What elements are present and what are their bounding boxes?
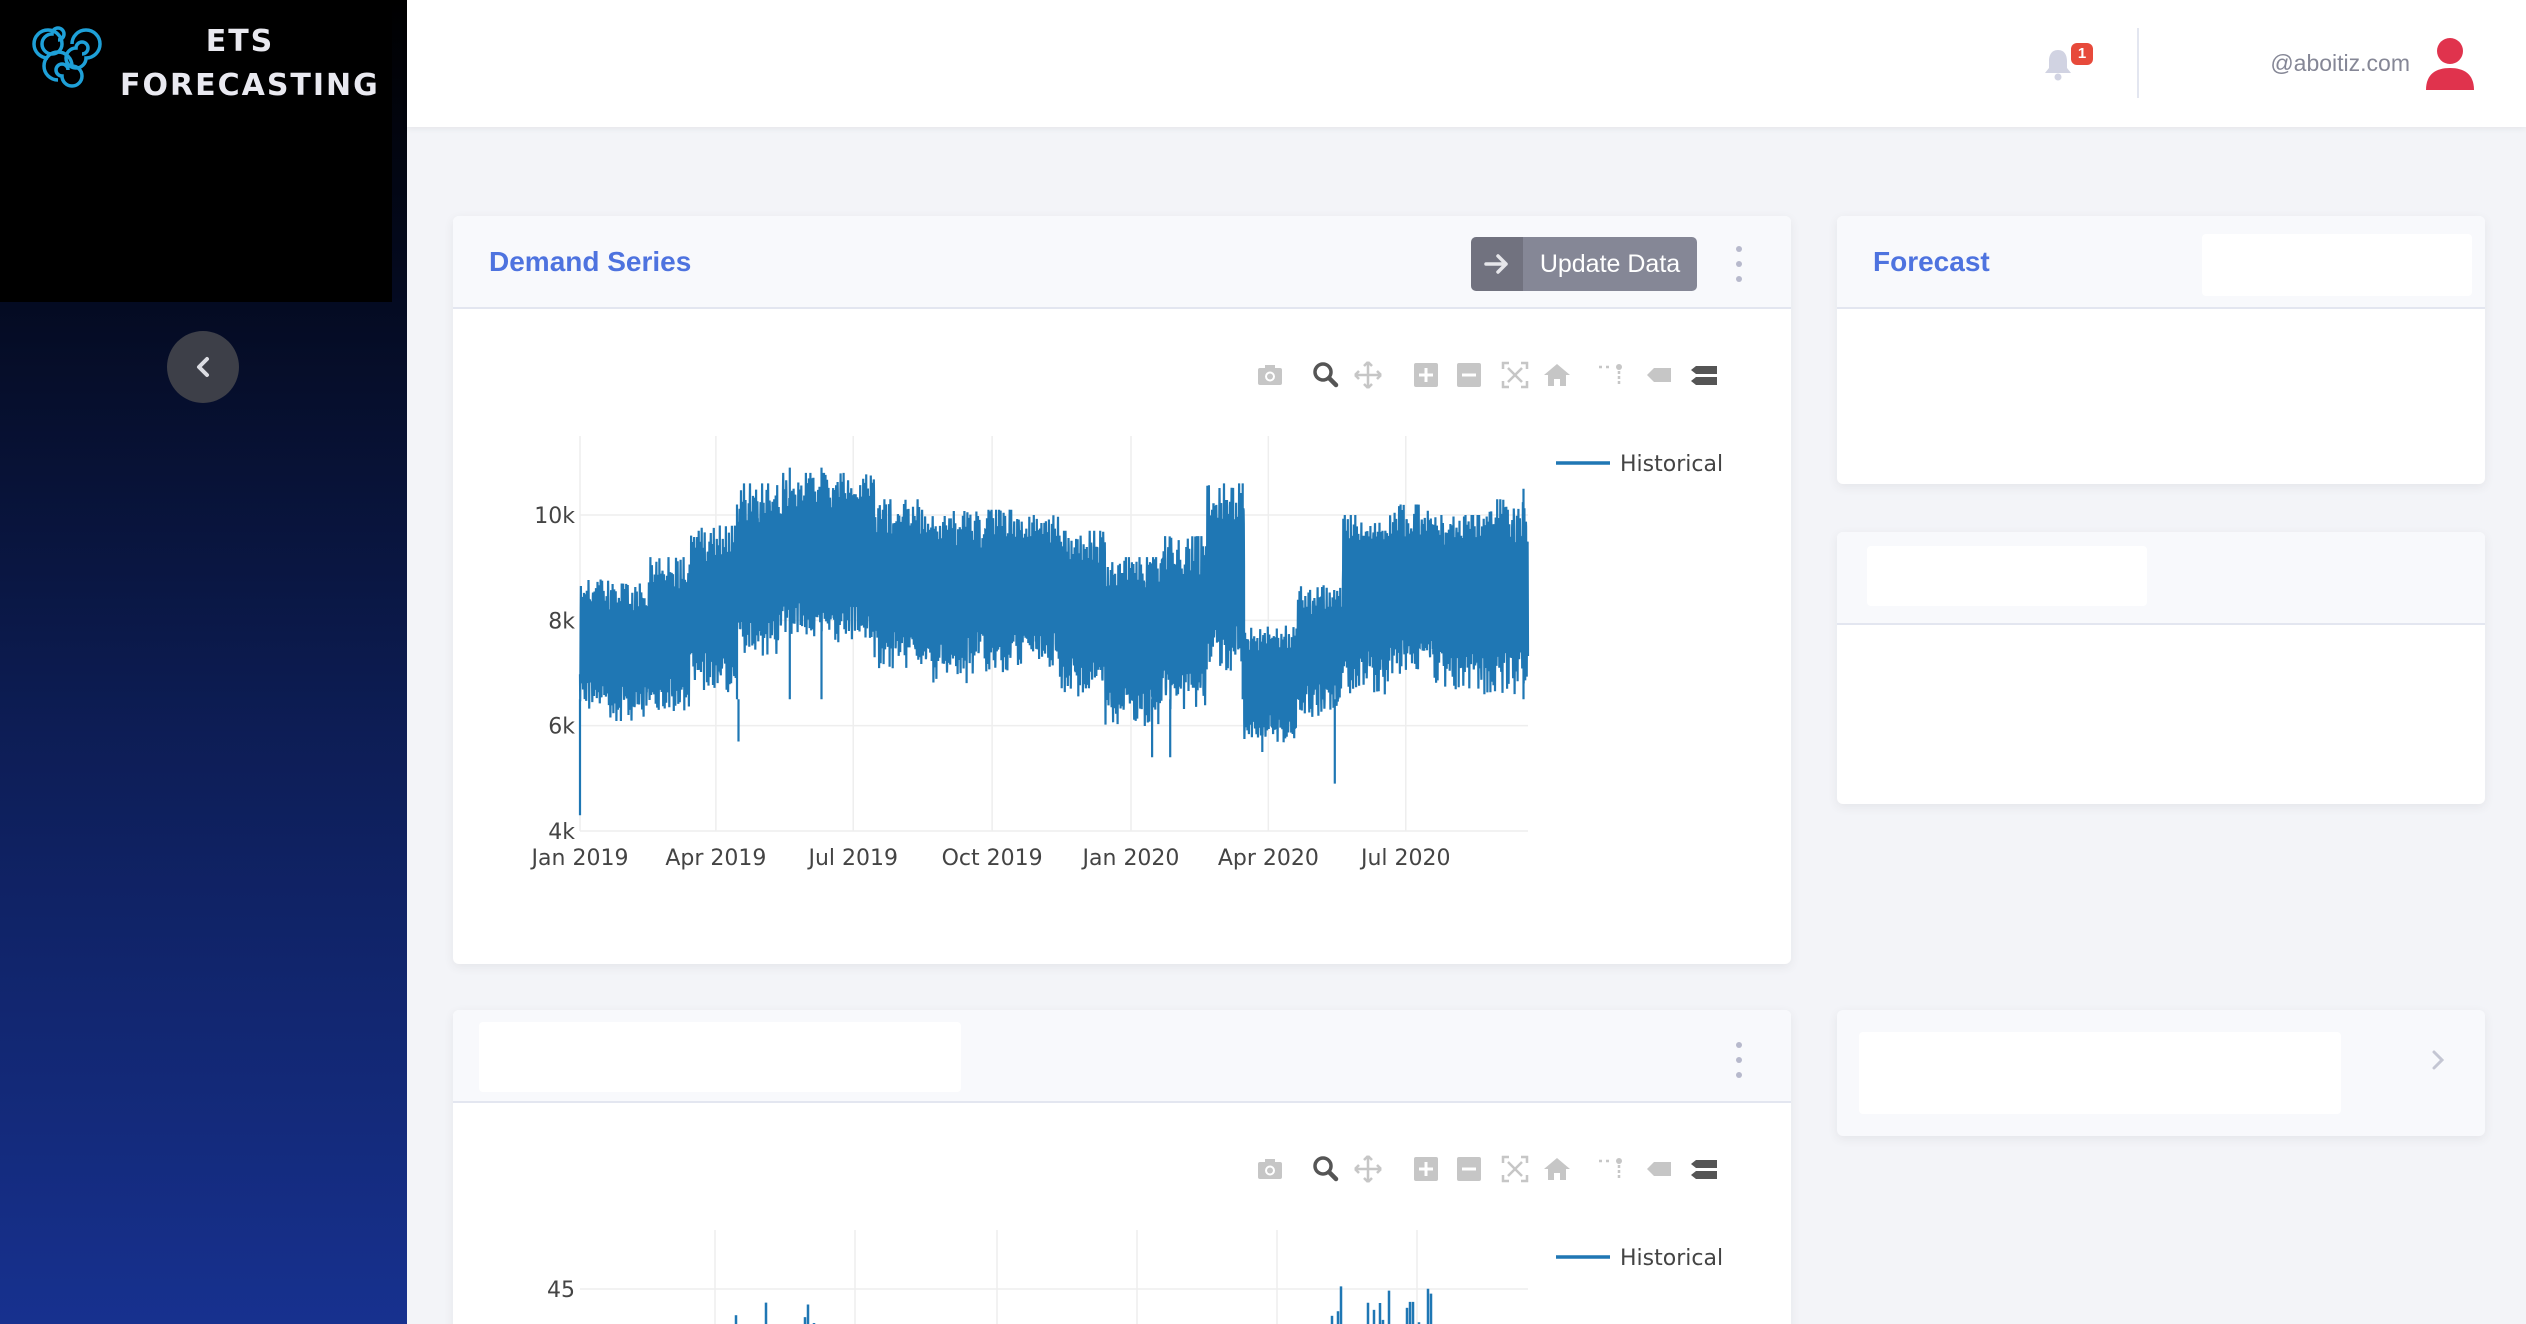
- autoscale-icon[interactable]: [1498, 358, 1532, 392]
- x-tick-label: Jul 2020: [1359, 846, 1451, 871]
- hover-closest-icon[interactable]: [1641, 1152, 1675, 1186]
- zoom-in-icon[interactable]: [1409, 1152, 1443, 1186]
- x-tick-label: Oct 2019: [942, 846, 1043, 871]
- card-header: [453, 1010, 1791, 1103]
- pan-icon[interactable]: [1351, 358, 1385, 392]
- update-data-label: Update Data: [1539, 249, 1681, 278]
- home-icon[interactable]: [1540, 1152, 1574, 1186]
- hover-compare-icon[interactable]: [1687, 1152, 1721, 1186]
- card-title: Demand Series: [489, 246, 692, 277]
- sidebar-toggle-button[interactable]: [167, 331, 239, 403]
- spike-lines-icon[interactable]: [1595, 1152, 1629, 1186]
- triskelion-logo-icon: [32, 26, 102, 88]
- card-title-placeholder: [479, 1022, 961, 1092]
- brand-title: ETS FORECASTING: [120, 20, 380, 108]
- zoom-icon[interactable]: [1308, 1152, 1342, 1186]
- x-tick-label: Apr 2020: [1218, 846, 1319, 871]
- more-options-icon[interactable]: [1733, 246, 1745, 282]
- sidebar: ETS FORECASTING: [0, 0, 407, 1324]
- user-icon[interactable]: [2424, 36, 2476, 92]
- topbar-divider: [2137, 28, 2139, 98]
- legend-label: Historical: [1620, 452, 1723, 477]
- demand-line-chart[interactable]: Jan 2019 Apr 2019 Jul 2019 Oct 2019 Jan 2020…: [453, 216, 1791, 964]
- secondary-series-card: 45 Historical: [453, 1010, 1791, 1324]
- y-tick-label: 45: [547, 1278, 575, 1303]
- card-title: Forecast: [1873, 246, 1990, 277]
- demand-series-card: Demand Series Update Data Jan 2019 Apr 20…: [453, 216, 1791, 964]
- zoom-out-icon[interactable]: [1452, 1152, 1486, 1186]
- card-header: [1837, 532, 2485, 625]
- summary-card: [1837, 532, 2485, 804]
- camera-icon[interactable]: [1253, 1152, 1287, 1186]
- user-name[interactable]: @aboitiz.com: [2270, 50, 2410, 76]
- brand-line-2: FORECASTING: [120, 68, 380, 103]
- header-control-placeholder: [2202, 234, 2472, 296]
- plot-modebar: [1253, 358, 1753, 398]
- home-icon[interactable]: [1540, 358, 1574, 392]
- x-tick-label: Jan 2019: [530, 846, 629, 871]
- hover-closest-icon[interactable]: [1641, 358, 1675, 392]
- chevron-left-icon: [197, 357, 209, 377]
- y-tick-label: 4k: [548, 820, 575, 845]
- zoom-out-icon[interactable]: [1452, 358, 1486, 392]
- plot-modebar: [1253, 1152, 1753, 1192]
- collapsed-card[interactable]: [1837, 1010, 2485, 1136]
- card-title-placeholder: [1859, 1032, 2341, 1114]
- legend-label: Historical: [1620, 1246, 1723, 1271]
- topbar: [407, 0, 2526, 127]
- hover-compare-icon[interactable]: [1687, 358, 1721, 392]
- notification-badge: 1: [2071, 43, 2093, 65]
- zoom-icon[interactable]: [1308, 358, 1342, 392]
- card-title-placeholder: [1867, 546, 2147, 606]
- bar-series[interactable]: [733, 1286, 1524, 1324]
- autoscale-icon[interactable]: [1498, 1152, 1532, 1186]
- chevron-right-icon[interactable]: [2427, 1045, 2449, 1075]
- update-data-button[interactable]: Update Data: [1471, 237, 1697, 291]
- forecast-card: Forecast: [1837, 216, 2485, 484]
- x-tick-label: Apr 2019: [665, 846, 766, 871]
- y-tick-label: 6k: [548, 715, 575, 740]
- spike-lines-icon[interactable]: [1595, 358, 1629, 392]
- secondary-bar-chart[interactable]: 45 Historical: [453, 1010, 1791, 1324]
- chart-legend[interactable]: Historical: [1556, 1246, 1723, 1271]
- chart-legend[interactable]: Historical: [1556, 452, 1723, 477]
- pan-icon[interactable]: [1351, 1152, 1385, 1186]
- y-tick-label: 8k: [548, 609, 575, 634]
- more-options-icon[interactable]: [1733, 1042, 1745, 1078]
- zoom-in-icon[interactable]: [1409, 358, 1443, 392]
- x-tick-label: Jan 2020: [1081, 846, 1180, 871]
- historical-series-line[interactable]: [578, 467, 1530, 816]
- card-header: Demand Series Update Data: [453, 216, 1791, 309]
- bell-icon[interactable]: [2040, 46, 2076, 82]
- arrow-right-icon: [1471, 237, 1523, 291]
- card-header: Forecast: [1837, 216, 2485, 309]
- x-tick-label: Jul 2019: [806, 846, 898, 871]
- brand[interactable]: ETS FORECASTING: [0, 0, 392, 302]
- brand-line-1: ETS: [205, 24, 275, 59]
- y-tick-label: 10k: [534, 504, 575, 529]
- camera-icon[interactable]: [1253, 358, 1287, 392]
